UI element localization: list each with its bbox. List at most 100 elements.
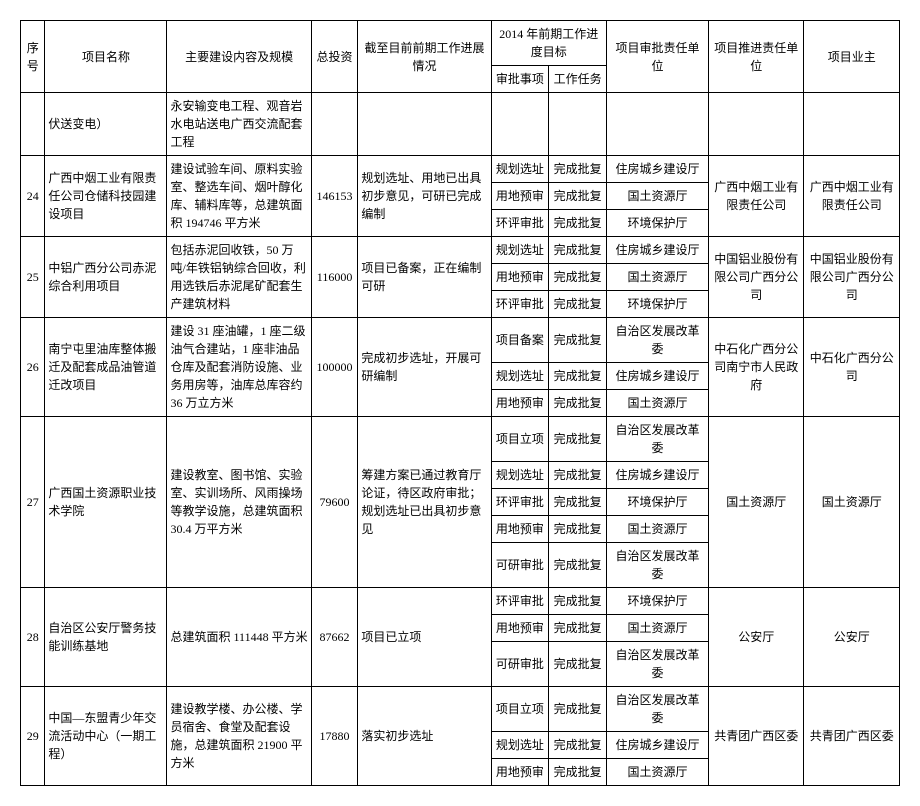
cell-unit1: 住房城乡建设厅 — [606, 363, 708, 390]
col-content: 主要建设内容及规模 — [167, 21, 311, 93]
col-progress: 截至目前前期工作进展情况 — [358, 21, 491, 93]
cell-task: 完成批复 — [549, 363, 607, 390]
cell-unit1: 环境保护厅 — [606, 291, 708, 318]
cell-unit1: 国土资源厅 — [606, 615, 708, 642]
cell-task: 完成批复 — [549, 615, 607, 642]
cell-approval: 规划选址 — [491, 156, 549, 183]
cell-name: 南宁屯里油库整体搬迁及配套成品油管道迁改项目 — [45, 318, 167, 417]
cell-prog: 完成初步选址，开展可研编制 — [358, 318, 491, 417]
cell-task: 完成批复 — [549, 291, 607, 318]
cell-approval: 规划选址 — [491, 363, 549, 390]
cell-owner: 公安厅 — [804, 588, 900, 687]
cell-content: 建设试验车间、原料实验室、整选车间、烟叶醇化库、辅料库等，总建筑面积 19474… — [167, 156, 311, 237]
table-row: 29中国—东盟青少年交流活动中心（一期工程）建设教学楼、办公楼、学员宿舍、食堂及… — [21, 687, 900, 732]
col-owner: 项目业主 — [804, 21, 900, 93]
cell-task: 完成批复 — [549, 516, 607, 543]
cell-unit1: 自治区发展改革委 — [606, 543, 708, 588]
cell-task: 完成批复 — [549, 156, 607, 183]
cell-content: 建设教学楼、办公楼、学员宿舍、食堂及配套设施，总建筑面积 21900 平方米 — [167, 687, 311, 786]
cell-unit1: 环境保护厅 — [606, 210, 708, 237]
cell-task: 完成批复 — [549, 588, 607, 615]
cell-prog: 筹建方案已通过教育厅论证，待区政府审批；规划选址已出具初步意见 — [358, 417, 491, 588]
cell-unit1: 自治区发展改革委 — [606, 687, 708, 732]
cell-seq: 28 — [21, 588, 45, 687]
cell-seq: 29 — [21, 687, 45, 786]
cell: 伏送变电） — [45, 93, 167, 156]
col-approval: 审批事项 — [491, 66, 549, 93]
cell-seq: 27 — [21, 417, 45, 588]
cell-unit2: 共青团广西区委 — [709, 687, 804, 786]
cell-approval: 项目立项 — [491, 417, 549, 462]
cell-name: 广西国土资源职业技术学院 — [45, 417, 167, 588]
table-row: 26南宁屯里油库整体搬迁及配套成品油管道迁改项目建设 31 座油罐，1 座二级油… — [21, 318, 900, 363]
cell-inv: 100000 — [311, 318, 358, 417]
cell-approval: 用地预审 — [491, 516, 549, 543]
cell-unit1: 环境保护厅 — [606, 588, 708, 615]
col-inv: 总投资 — [311, 21, 358, 93]
project-table: 序号项目名称主要建设内容及规模总投资截至目前前期工作进展情况2014 年前期工作… — [20, 20, 900, 786]
cell-approval: 环评审批 — [491, 291, 549, 318]
cell-approval: 环评审批 — [491, 588, 549, 615]
col-task: 工作任务 — [549, 66, 607, 93]
cell-owner: 中石化广西分公司 — [804, 318, 900, 417]
cell-approval: 用地预审 — [491, 615, 549, 642]
cell-owner: 中国铝业股份有限公司广西分公司 — [804, 237, 900, 318]
cell-task: 完成批复 — [549, 759, 607, 786]
cell — [606, 93, 708, 156]
cell-task: 完成批复 — [549, 687, 607, 732]
cell-owner: 国土资源厅 — [804, 417, 900, 588]
cell-approval: 用地预审 — [491, 759, 549, 786]
cell-approval: 规划选址 — [491, 237, 549, 264]
cell-approval: 环评审批 — [491, 210, 549, 237]
col-goal: 2014 年前期工作进度目标 — [491, 21, 606, 66]
cell-task: 完成批复 — [549, 462, 607, 489]
cell-inv: 146153 — [311, 156, 358, 237]
cell-unit1: 国土资源厅 — [606, 264, 708, 291]
cell — [549, 93, 607, 156]
cell-approval: 规划选址 — [491, 732, 549, 759]
cell-unit1: 住房城乡建设厅 — [606, 732, 708, 759]
cell-unit1: 国土资源厅 — [606, 183, 708, 210]
cell-task: 完成批复 — [549, 489, 607, 516]
cell-owner: 共青团广西区委 — [804, 687, 900, 786]
table-row: 序号项目名称主要建设内容及规模总投资截至目前前期工作进展情况2014 年前期工作… — [21, 21, 900, 66]
cell-content: 建设 31 座油罐，1 座二级油气合建站，1 座非油品仓库及配套消防设施、业务用… — [167, 318, 311, 417]
cell — [311, 93, 358, 156]
cell-unit2: 国土资源厅 — [709, 417, 804, 588]
cell: 永安输变电工程、观音岩水电站送电广西交流配套工程 — [167, 93, 311, 156]
cell-task: 完成批复 — [549, 642, 607, 687]
cell — [804, 93, 900, 156]
table-row: 伏送变电）永安输变电工程、观音岩水电站送电广西交流配套工程 — [21, 93, 900, 156]
col-name: 项目名称 — [45, 21, 167, 93]
cell-unit2: 中国铝业股份有限公司广西分公司 — [709, 237, 804, 318]
cell-inv: 79600 — [311, 417, 358, 588]
cell-task: 完成批复 — [549, 183, 607, 210]
cell-unit1: 国土资源厅 — [606, 759, 708, 786]
cell-approval: 用地预审 — [491, 264, 549, 291]
col-unit1: 项目审批责任单位 — [606, 21, 708, 93]
cell-approval: 可研审批 — [491, 543, 549, 588]
cell-name: 中国—东盟青少年交流活动中心（一期工程） — [45, 687, 167, 786]
cell-name: 自治区公安厅警务技能训练基地 — [45, 588, 167, 687]
cell-task: 完成批复 — [549, 417, 607, 462]
cell-unit1: 自治区发展改革委 — [606, 318, 708, 363]
cell — [358, 93, 491, 156]
col-seq: 序号 — [21, 21, 45, 93]
cell — [709, 93, 804, 156]
col-unit2: 项目推进责任单位 — [709, 21, 804, 93]
cell-approval: 可研审批 — [491, 642, 549, 687]
cell-task: 完成批复 — [549, 264, 607, 291]
cell-unit1: 自治区发展改革委 — [606, 642, 708, 687]
cell-approval: 用地预审 — [491, 183, 549, 210]
cell-prog: 项目已立项 — [358, 588, 491, 687]
cell-task: 完成批复 — [549, 318, 607, 363]
cell-unit2: 公安厅 — [709, 588, 804, 687]
cell-inv: 116000 — [311, 237, 358, 318]
cell-task: 完成批复 — [549, 732, 607, 759]
cell-unit1: 国土资源厅 — [606, 390, 708, 417]
cell-name: 中铝广西分公司赤泥综合利用项目 — [45, 237, 167, 318]
cell — [21, 93, 45, 156]
cell — [491, 93, 549, 156]
cell-owner: 广西中烟工业有限责任公司 — [804, 156, 900, 237]
cell-content: 包括赤泥回收铁，50 万吨/年铁铝钠综合回收，利用选铁后赤泥尾矿配套生产建筑材料 — [167, 237, 311, 318]
